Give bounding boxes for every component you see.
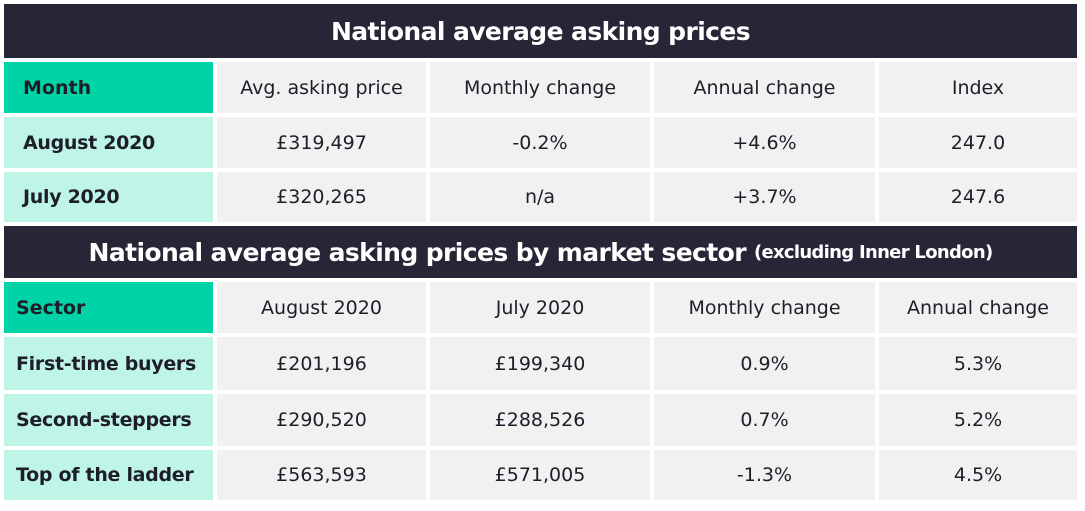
table-cell: £288,526 bbox=[430, 394, 654, 450]
table-cell: 5.3% bbox=[879, 337, 1077, 394]
row-label: August 2020 bbox=[4, 117, 217, 172]
table-cell: £199,340 bbox=[430, 337, 654, 394]
table-title-market-sector: National average asking prices by market… bbox=[4, 226, 1077, 278]
column-header: Sector bbox=[4, 282, 217, 337]
table-cell: £290,520 bbox=[217, 394, 430, 450]
table-cell: £201,196 bbox=[217, 337, 430, 394]
table-cell: £571,005 bbox=[430, 450, 654, 500]
table-cell: 247.0 bbox=[879, 117, 1077, 172]
table-cell: +4.6% bbox=[654, 117, 879, 172]
table-cell: £320,265 bbox=[217, 172, 430, 222]
column-header: Monthly change bbox=[430, 62, 654, 117]
market-sector-table: Sector August 2020 July 2020 Monthly cha… bbox=[4, 282, 1077, 500]
table-title-national-average: National average asking prices bbox=[4, 4, 1077, 58]
row-label: Top of the ladder bbox=[4, 450, 217, 500]
table-cell: 4.5% bbox=[879, 450, 1077, 500]
table-cell: n/a bbox=[430, 172, 654, 222]
table-cell: -0.2% bbox=[430, 117, 654, 172]
table-row: First-time buyers £201,196 £199,340 0.9%… bbox=[4, 337, 1077, 394]
table-cell: 247.6 bbox=[879, 172, 1077, 222]
table-title-text: National average asking prices by market… bbox=[88, 237, 747, 267]
column-header: Index bbox=[879, 62, 1077, 117]
row-label: First-time buyers bbox=[4, 337, 217, 394]
table-cell: 0.9% bbox=[654, 337, 879, 394]
table-header-row: Month Avg. asking price Monthly change A… bbox=[4, 62, 1077, 117]
row-label: July 2020 bbox=[4, 172, 217, 222]
column-header: Annual change bbox=[654, 62, 879, 117]
table-title-text: National average asking prices bbox=[330, 16, 751, 46]
table-row: Second-steppers £290,520 £288,526 0.7% 5… bbox=[4, 394, 1077, 450]
table-cell: 5.2% bbox=[879, 394, 1077, 450]
table-header-row: Sector August 2020 July 2020 Monthly cha… bbox=[4, 282, 1077, 337]
table-cell: £563,593 bbox=[217, 450, 430, 500]
column-header: Monthly change bbox=[654, 282, 879, 337]
column-header: Annual change bbox=[879, 282, 1077, 337]
national-average-table: Month Avg. asking price Monthly change A… bbox=[4, 62, 1077, 222]
column-header: August 2020 bbox=[217, 282, 430, 337]
table-subtitle-text: (excluding Inner London) bbox=[753, 241, 993, 263]
table-cell: +3.7% bbox=[654, 172, 879, 222]
table-cell: £319,497 bbox=[217, 117, 430, 172]
table-row: August 2020 £319,497 -0.2% +4.6% 247.0 bbox=[4, 117, 1077, 172]
column-header: Month bbox=[4, 62, 217, 117]
table-cell: -1.3% bbox=[654, 450, 879, 500]
table-cell: 0.7% bbox=[654, 394, 879, 450]
table-row: Top of the ladder £563,593 £571,005 -1.3… bbox=[4, 450, 1077, 500]
table-row: July 2020 £320,265 n/a +3.7% 247.6 bbox=[4, 172, 1077, 222]
column-header: July 2020 bbox=[430, 282, 654, 337]
row-label: Second-steppers bbox=[4, 394, 217, 450]
column-header: Avg. asking price bbox=[217, 62, 430, 117]
